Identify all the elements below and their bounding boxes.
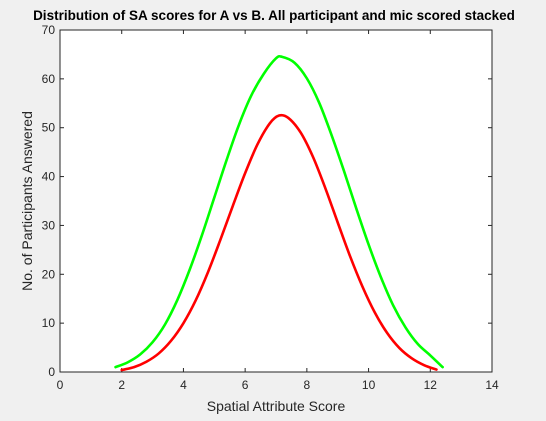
x-tick-label: 0	[57, 378, 64, 392]
y-tick-label: 10	[42, 316, 56, 330]
x-tick-label: 8	[304, 378, 311, 392]
series-line-2	[120, 113, 438, 372]
x-tick-label: 6	[242, 378, 249, 392]
series-line-1	[114, 54, 444, 369]
y-tick-label: 30	[42, 218, 56, 232]
x-tick-label: 2	[118, 378, 125, 392]
y-tick-label: 40	[42, 170, 56, 184]
y-tick-label: 70	[42, 23, 56, 37]
y-axis-ticks: 0 10 20 30 40 50 60 70	[42, 23, 492, 379]
x-tick-label: 12	[424, 378, 438, 392]
y-axis-label: No. of Participants Answered	[19, 111, 35, 291]
series-layer	[114, 54, 444, 372]
x-tick-label: 4	[180, 378, 187, 392]
chart-title: Distribution of SA scores for A vs B. Al…	[33, 8, 515, 23]
plot-area	[59, 29, 493, 373]
y-tick-label: 20	[42, 267, 56, 281]
x-tick-label: 14	[485, 378, 499, 392]
y-tick-label: 0	[48, 365, 55, 379]
y-tick-label: 60	[42, 72, 56, 86]
x-axis-ticks: 0 2 4 6 8 10 12 14	[57, 30, 499, 392]
x-tick-label: 10	[362, 378, 376, 392]
y-tick-label: 50	[42, 121, 56, 135]
x-axis-label: Spatial Attribute Score	[207, 398, 346, 414]
